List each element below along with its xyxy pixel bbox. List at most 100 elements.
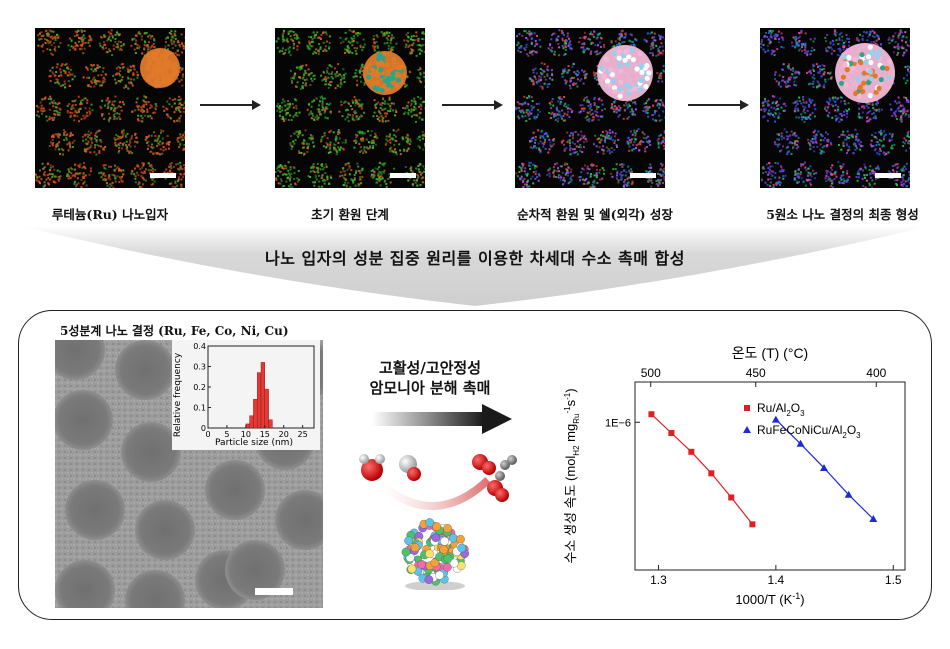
- stage-dot: [613, 101, 616, 103]
- stage-dot: [761, 102, 764, 105]
- stage-dot: [344, 179, 347, 181]
- stage-dot: [51, 117, 53, 120]
- stage-dot: [81, 30, 83, 33]
- stage-dot: [312, 167, 315, 170]
- stage-dot: [140, 120, 143, 123]
- stage-dot: [388, 31, 391, 34]
- stage-dot: [59, 73, 62, 76]
- stage-dot: [809, 118, 812, 121]
- stage-dot: [803, 121, 806, 123]
- stage-dot: [65, 137, 68, 139]
- stage-dot: [74, 42, 77, 45]
- stage-dot: [69, 144, 71, 147]
- stage-dot: [51, 102, 54, 105]
- stage-dot: [359, 76, 362, 79]
- stage-dot: [650, 185, 653, 188]
- stage-dot: [324, 107, 327, 110]
- stage-dot: [58, 148, 60, 151]
- stage-dot: [533, 167, 536, 170]
- stage-dot: [44, 184, 46, 187]
- stage-dot: [630, 108, 633, 111]
- stage-dot: [662, 110, 665, 113]
- stage-dot: [664, 38, 665, 41]
- stage-dot: [44, 42, 47, 44]
- stage-dot: [857, 39, 860, 42]
- stage-dot: [313, 171, 316, 174]
- stage-dot: [74, 172, 77, 175]
- stage-dot: [89, 111, 92, 114]
- stage-dot: [76, 44, 79, 47]
- stage-dot: [563, 178, 566, 181]
- stage-dot: [42, 107, 45, 110]
- stage-dot: [327, 86, 330, 89]
- stage-dot: [554, 114, 557, 117]
- stage-dot: [650, 48, 652, 51]
- stage-dot: [595, 105, 598, 108]
- stage-dot: [548, 83, 551, 86]
- stage-dot: [651, 52, 654, 55]
- stage-dot: [149, 48, 152, 51]
- stage-dot: [789, 68, 792, 71]
- stage-dot: [526, 181, 529, 183]
- stage-dot: [144, 96, 147, 99]
- stage-dot: [646, 99, 649, 102]
- stage-dot: [618, 38, 621, 41]
- stage-dot: [328, 64, 331, 67]
- stage-dot: [841, 39, 844, 42]
- stage-dot: [559, 179, 562, 182]
- stage-dot: [71, 105, 73, 108]
- stage-dot: [297, 133, 300, 136]
- stage-dot: [149, 37, 152, 40]
- stage-dot: [568, 134, 571, 137]
- stage-dot: [378, 111, 381, 114]
- stage-dot: [167, 143, 170, 146]
- stage-dot: [415, 173, 418, 176]
- stage-dot: [767, 38, 770, 41]
- stage-dot: [76, 34, 79, 37]
- stage-dot: [564, 53, 567, 56]
- stage-dot: [125, 140, 128, 143]
- stage-dot: [94, 79, 97, 82]
- stage-dot: [622, 29, 625, 32]
- stage-dot: [107, 102, 109, 105]
- stage-dot: [557, 109, 559, 112]
- stage-dot: [810, 72, 812, 75]
- stage-dot: [83, 117, 86, 120]
- stage-dot: [413, 179, 416, 182]
- stage-dot: [414, 101, 417, 103]
- stage-dot: [583, 35, 586, 38]
- stage-dot: [104, 146, 107, 148]
- stage-dot: [614, 168, 617, 171]
- stage-dot: [383, 169, 386, 172]
- stage-dot: [877, 102, 879, 104]
- stage-dot: [360, 138, 363, 140]
- stage-dot: [88, 44, 91, 47]
- stage-dot: [299, 68, 302, 71]
- stage-dot: [281, 101, 284, 104]
- stage-dot: [305, 78, 308, 81]
- stage-dot: [56, 143, 59, 145]
- stage-dot: [565, 146, 568, 149]
- stage-dot: [302, 87, 304, 89]
- stage-dot: [662, 170, 665, 173]
- stage-dot: [344, 139, 347, 142]
- stage-dot: [179, 115, 182, 117]
- stage-dot: [662, 136, 665, 139]
- stage-dot: [150, 46, 153, 49]
- stage-dot: [281, 167, 284, 169]
- stage-dot: [317, 167, 320, 170]
- stage-dot: [276, 109, 279, 112]
- stage-dot: [875, 103, 878, 106]
- stage-dot: [158, 134, 161, 137]
- stage-dot: [73, 139, 76, 142]
- stage-dot: [835, 118, 838, 121]
- stage-dot: [112, 44, 115, 47]
- stage-dot: [342, 184, 345, 186]
- stage-dot: [591, 33, 594, 36]
- stage-dot: [340, 103, 343, 106]
- stage-dot: [787, 145, 789, 148]
- stage-dot: [377, 101, 380, 104]
- stage-dot: [115, 67, 118, 70]
- stage-dot: [351, 116, 354, 119]
- stage-dot: [376, 45, 379, 48]
